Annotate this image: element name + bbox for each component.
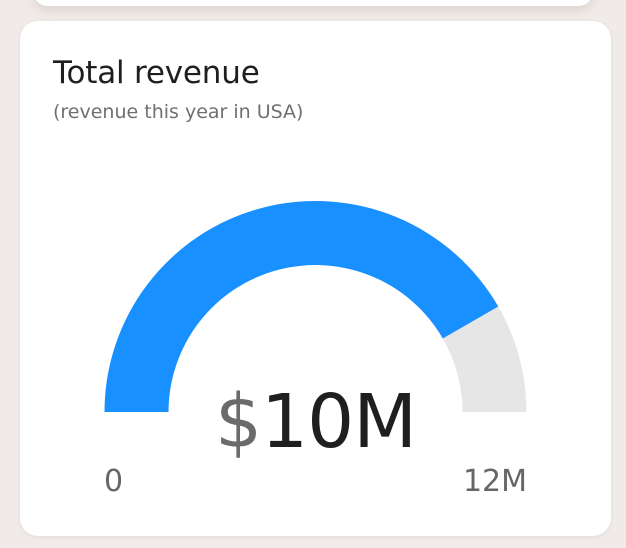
revenue-card: Total revenue (revenue this year in USA)… [20, 21, 611, 536]
card-subtitle: (revenue this year in USA) [53, 101, 304, 123]
gauge-value-currency: $ [214, 379, 262, 465]
gauge-max-label: 12M [462, 464, 527, 499]
card-title: Total revenue [53, 55, 260, 91]
gauge-chart [104, 201, 527, 412]
previous-card-edge [34, 0, 592, 6]
gauge-value: $10M [20, 385, 611, 459]
gauge-fill [104, 201, 499, 412]
gauge-min-label: 0 [104, 464, 124, 499]
gauge-value-amount: 10M [261, 379, 417, 465]
